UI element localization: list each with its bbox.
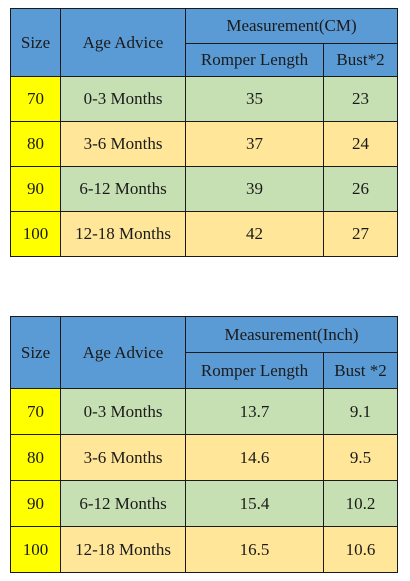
table-row: 100 12-18 Months 42 27 [10, 211, 398, 257]
length-cell: 16.5 [185, 526, 324, 573]
bust-cell: 26 [323, 166, 398, 212]
size-cell: 80 [10, 434, 61, 481]
measurement-header: Measurement(CM) [185, 8, 398, 44]
age-cell: 0-3 Months [60, 388, 186, 435]
size-chart-inch-table: Size Age Advice Measurement(Inch) Romper… [10, 316, 398, 573]
table-row: 100 12-18 Months 16.5 10.6 [10, 526, 398, 573]
size-cell: 90 [10, 166, 61, 212]
bust-cell: 10.6 [323, 526, 398, 573]
size-header: Size [10, 8, 61, 77]
size-chart-cm-table: Size Age Advice Measurement(CM) Romper L… [10, 8, 398, 257]
size-cell: 90 [10, 480, 61, 527]
age-cell: 6-12 Months [60, 166, 186, 212]
age-advice-header: Age Advice [60, 8, 186, 77]
bust-cell: 23 [323, 76, 398, 122]
length-cell: 14.6 [185, 434, 324, 481]
age-cell: 3-6 Months [60, 121, 186, 167]
bust-cell: 9.1 [323, 388, 398, 435]
bust-cell: 27 [323, 211, 398, 257]
age-cell: 12-18 Months [60, 526, 186, 573]
age-cell: 12-18 Months [60, 211, 186, 257]
romper-length-header: Romper Length [185, 43, 324, 77]
size-cell: 80 [10, 121, 61, 167]
table-row: 80 3-6 Months 37 24 [10, 121, 398, 167]
age-advice-header: Age Advice [60, 316, 186, 389]
bust-header: Bust *2 [323, 352, 398, 389]
table-row: 90 6-12 Months 15.4 10.2 [10, 480, 398, 527]
bust-cell: 24 [323, 121, 398, 167]
size-cell: 100 [10, 526, 61, 573]
bust-cell: 10.2 [323, 480, 398, 527]
age-cell: 6-12 Months [60, 480, 186, 527]
length-cell: 39 [185, 166, 324, 212]
table-row: 80 3-6 Months 14.6 9.5 [10, 434, 398, 481]
size-cell: 70 [10, 388, 61, 435]
size-cell: 100 [10, 211, 61, 257]
table-row: 70 0-3 Months 13.7 9.1 [10, 388, 398, 435]
size-header: Size [10, 316, 61, 389]
length-cell: 42 [185, 211, 324, 257]
size-cell: 70 [10, 76, 61, 122]
table-row: 70 0-3 Months 35 23 [10, 76, 398, 122]
age-cell: 3-6 Months [60, 434, 186, 481]
bust-header: Bust*2 [323, 43, 398, 77]
length-cell: 37 [185, 121, 324, 167]
romper-length-header: Romper Length [185, 352, 324, 389]
measurement-header: Measurement(Inch) [185, 316, 398, 353]
bust-cell: 9.5 [323, 434, 398, 481]
length-cell: 13.7 [185, 388, 324, 435]
length-cell: 35 [185, 76, 324, 122]
age-cell: 0-3 Months [60, 76, 186, 122]
table-row: 90 6-12 Months 39 26 [10, 166, 398, 212]
length-cell: 15.4 [185, 480, 324, 527]
